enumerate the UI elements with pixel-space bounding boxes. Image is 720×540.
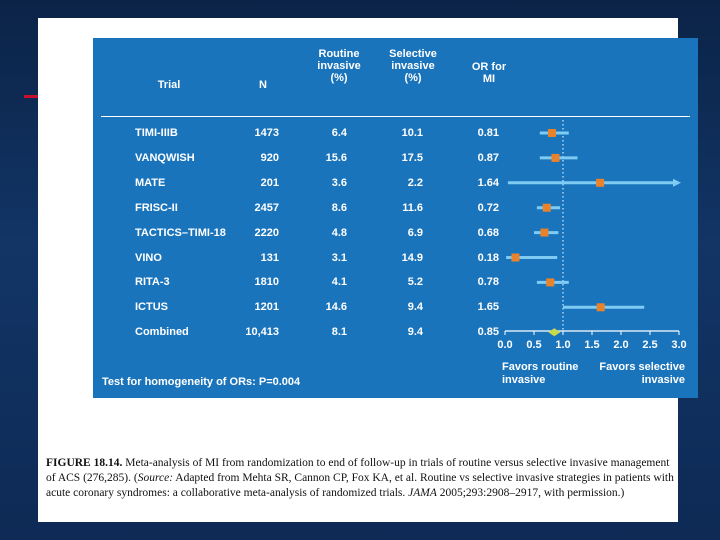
cell-or: 0.18 <box>477 251 499 264</box>
cell-n: 131 <box>260 251 279 264</box>
or-marker <box>511 253 520 262</box>
x-tick-label: 1.0 <box>555 339 570 351</box>
cell-or: 0.78 <box>477 276 499 289</box>
cell-selective: 11.6 <box>402 201 423 214</box>
or-marker <box>596 178 605 187</box>
caption-source-label: Source: <box>137 472 174 484</box>
x-tick-label: 2.0 <box>613 339 628 351</box>
cell-selective: 10.1 <box>401 127 423 139</box>
header-or-line2: MI <box>482 73 496 85</box>
cell-selective: 9.4 <box>407 301 423 314</box>
caption-text-2: Adapted from Mehta SR, Cannon CP, Fox KA… <box>46 472 674 499</box>
cell-trial: ICTUS <box>135 301 168 314</box>
cell-n: 1473 <box>254 127 279 139</box>
cell-n: 920 <box>260 151 279 164</box>
cell-trial: Combined <box>135 326 189 339</box>
cell-selective: 6.9 <box>407 226 423 239</box>
caption-label: FIGURE 18.14. <box>46 457 123 469</box>
combined-diamond <box>548 328 561 337</box>
cell-trial: VANQWISH <box>135 151 195 164</box>
header-routine-line3: (%) <box>330 72 348 84</box>
cell-or: 0.68 <box>477 226 499 239</box>
cell-trial: MATE <box>135 176 166 189</box>
header-trial: Trial <box>157 79 181 91</box>
caption-journal: JAMA <box>408 487 437 499</box>
or-marker <box>596 303 605 312</box>
header-routine: Routine invasive (%) <box>303 48 375 84</box>
cell-routine: 8.6 <box>331 201 347 214</box>
header-routine-line2: invasive <box>317 60 361 72</box>
favors-selective-line2: invasive <box>641 374 685 386</box>
header-routine-line1: Routine <box>318 48 360 60</box>
cell-n: 1810 <box>254 276 279 289</box>
cell-selective: 17.5 <box>401 151 423 164</box>
caption-text-3: 2005;293:2908–2917, with permission.) <box>436 487 625 499</box>
cell-selective: 2.2 <box>407 176 423 189</box>
cell-or: 0.72 <box>477 201 499 214</box>
cell-n: 1201 <box>254 301 279 314</box>
x-tick-label: 0.5 <box>526 339 541 351</box>
cell-n: 201 <box>260 176 279 189</box>
cell-or: 0.87 <box>477 151 499 164</box>
x-tick-label: 2.5 <box>642 339 657 351</box>
x-tick-label: 3.0 <box>671 339 686 351</box>
header-selective: Selective invasive (%) <box>375 48 451 84</box>
cell-or: 1.65 <box>477 301 499 314</box>
favors-routine-line1: Favors routine <box>502 361 579 373</box>
favors-routine-line2: invasive <box>502 374 546 386</box>
cell-routine: 15.6 <box>325 151 347 164</box>
page: Trial N Routine invasive (%) Selective i… <box>38 18 698 522</box>
cell-routine: 14.6 <box>325 301 347 314</box>
header-selective-line2: invasive <box>391 60 435 72</box>
cell-or: 0.85 <box>477 326 499 339</box>
cell-routine: 3.1 <box>331 251 347 264</box>
or-marker <box>542 203 551 212</box>
or-marker <box>546 278 555 287</box>
cell-trial: VINO <box>135 251 162 264</box>
cell-trial: FRISC-II <box>135 201 178 214</box>
cell-or: 0.81 <box>477 127 499 139</box>
cell-selective: 9.4 <box>407 326 423 339</box>
figure-caption: FIGURE 18.14. Meta-analysis of MI from r… <box>46 456 676 501</box>
cell-n: 2220 <box>254 226 279 239</box>
cell-routine: 4.1 <box>331 276 347 289</box>
header-or: OR for MI <box>457 61 521 85</box>
cell-n: 10,413 <box>245 326 279 339</box>
or-marker <box>540 228 549 237</box>
cell-or: 1.64 <box>477 176 499 189</box>
x-tick-label: 1.5 <box>584 339 599 351</box>
red-accent-bar <box>24 95 40 98</box>
cell-routine: 8.1 <box>331 326 347 339</box>
cell-n: 2457 <box>254 201 279 214</box>
header-or-line1: OR for <box>471 61 507 73</box>
homogeneity-test: Test for homogeneity of ORs: P=0.004 <box>102 376 301 388</box>
cell-routine: 3.6 <box>331 176 347 189</box>
cell-trial: TIMI-IIIB <box>135 127 178 139</box>
caption-text-1: Meta-analysis of MI from randomization t… <box>46 457 670 484</box>
cell-selective: 5.2 <box>407 276 423 289</box>
cell-trial: TACTICS–TIMI-18 <box>135 226 226 239</box>
ci-arrow <box>673 178 681 187</box>
header-divider <box>101 116 690 117</box>
header-selective-line3: (%) <box>404 72 422 84</box>
header-n: N <box>259 79 267 91</box>
figure-panel: Trial N Routine invasive (%) Selective i… <box>93 38 698 398</box>
favors-selective-line1: Favors selective <box>599 361 685 373</box>
or-marker <box>547 129 556 137</box>
cell-selective: 14.9 <box>401 251 423 264</box>
x-tick-label: 0.0 <box>497 339 512 351</box>
cell-trial: RITA-3 <box>135 276 170 289</box>
favors-selective-label: Favors selective invasive <box>593 361 685 387</box>
header-selective-line1: Selective <box>389 48 437 60</box>
or-marker <box>551 153 560 162</box>
cell-routine: 6.4 <box>331 127 347 139</box>
cell-routine: 4.8 <box>331 226 347 239</box>
forest-plot: 0.0 0.5 1.0 1.5 2.0 2.5 3.0 <box>497 120 687 351</box>
favors-routine-label: Favors routine invasive <box>502 361 578 387</box>
